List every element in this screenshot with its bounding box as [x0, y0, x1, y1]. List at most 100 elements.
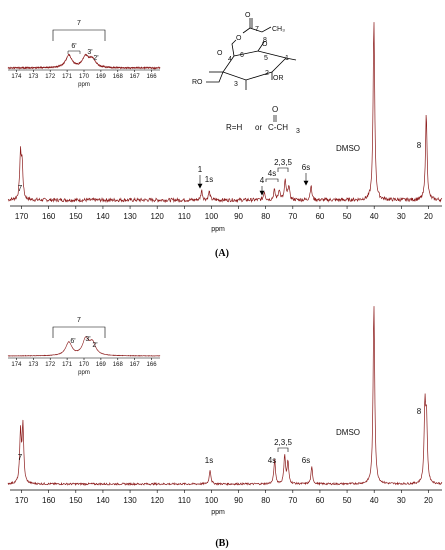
- svg-text:CH₃: CH₃: [272, 26, 285, 33]
- peak-label-dmso-a: DMSO: [336, 144, 360, 153]
- svg-text:O: O: [236, 35, 242, 42]
- peak-markers-a: [197, 167, 309, 196]
- x-b-tick-label-130: 130: [123, 496, 137, 505]
- x-b-tick-label-80: 80: [261, 496, 270, 505]
- x-axis-label-b: ppm: [211, 509, 225, 516]
- spectrum-panel-b: 170 160 150 140 130 120 110 100 90 80 70 60 50 40 30 20…: [7, 306, 443, 549]
- inset-trace-b: [7, 335, 161, 357]
- inset-b-tick-label-166: 166: [147, 362, 158, 368]
- inset-peak-2p-a: 2': [93, 55, 98, 62]
- x-a-tick-label-90: 90: [234, 212, 243, 221]
- inset-peak-2p-b: 2': [92, 342, 97, 349]
- svg-text:6: 6: [240, 52, 244, 59]
- x-a-tick-label-80: 80: [261, 212, 270, 221]
- x-b-tick-label-30: 30: [397, 496, 406, 505]
- x-a-tick-label-20: 20: [424, 212, 433, 221]
- peak-label-7-b: 7: [18, 453, 23, 462]
- x-b-tick-label-170: 170: [15, 496, 29, 505]
- svg-text:O: O: [245, 12, 251, 19]
- x-b-tick-label-160: 160: [42, 496, 56, 505]
- x-a-tick-label-40: 40: [370, 212, 379, 221]
- x-ticks-b: 170 160 150 140 130 120 110 100 90 80 70 60 50 40 30 20: [15, 490, 433, 505]
- peak-label-7-a: 7: [18, 184, 23, 193]
- x-b-tick-label-60: 60: [315, 496, 324, 505]
- x-b-tick-label-40: 40: [370, 496, 379, 505]
- x-ticks-a: 170 160 150 140 130 120 110 100 90 80 70 60 50 40 30 20: [15, 206, 433, 221]
- peak-label-1s-a: 1s: [205, 175, 213, 184]
- inset-b-tick-label-170: 170: [79, 362, 90, 368]
- panel-label-b: (B): [215, 538, 228, 549]
- peak-label-4s-a: 4s: [268, 169, 276, 178]
- inset-peak-3p-b: 3': [85, 336, 90, 343]
- x-a-tick-label-100: 100: [205, 212, 219, 221]
- inset-a-tick-label-166: 166: [147, 74, 158, 80]
- carbonyl-double-bond: [273, 115, 277, 122]
- x-a-tick-label-70: 70: [288, 212, 297, 221]
- inset-peak-6p-b: 6': [70, 338, 75, 345]
- inset-b: 174 173 172 171 170 169 168 167 166 ppm 7 6' 3' …: [7, 317, 161, 376]
- inset-a-tick-label-168: 168: [113, 74, 124, 80]
- inset-b-tick-label-169: 169: [96, 362, 107, 368]
- svg-text:1: 1: [285, 55, 289, 62]
- svg-text:3: 3: [234, 81, 238, 88]
- spectrum-trace-a: [7, 22, 443, 204]
- structure-note-acetyl: C-CH: [268, 123, 288, 132]
- peak-label-235-b: 2,3,5: [274, 438, 292, 447]
- inset-bracket-a: [52, 29, 106, 41]
- svg-text:RO: RO: [192, 79, 203, 86]
- structure-note-r: R=H: [226, 123, 242, 132]
- spectrum-trace-b: [7, 306, 443, 487]
- inset-a-tick-label-174: 174: [11, 74, 22, 80]
- svg-text:O: O: [262, 41, 268, 48]
- x-b-tick-label-20: 20: [424, 496, 433, 505]
- inset-b-tick-label-172: 172: [45, 362, 56, 368]
- svg-text:OR: OR: [273, 75, 284, 82]
- x-b-tick-label-150: 150: [69, 496, 83, 505]
- peak-label-6s-a: 6s: [302, 163, 310, 172]
- inset-ticks-a: 174 173 172 171 170 169 168 167 166: [11, 70, 157, 80]
- inset-xlabel-a: ppm: [78, 82, 90, 88]
- x-a-tick-label-120: 120: [151, 212, 165, 221]
- spectrum-panel-a: 170 160 150 140 130 120 110 100 90 80 70 60 50 40 30 20…: [7, 12, 443, 259]
- svg-text:7: 7: [255, 26, 259, 33]
- x-a-tick-label-160: 160: [42, 212, 56, 221]
- chemical-structure: O O CH₃ O O 4 6 5 7 8 1 2 3 RO OR: [192, 12, 297, 90]
- x-a-tick-label-140: 140: [96, 212, 110, 221]
- inset-b-tick-label-174: 174: [11, 362, 22, 368]
- peak-label-6s-b: 6s: [302, 456, 310, 465]
- x-b-tick-label-120: 120: [151, 496, 165, 505]
- peak-label-dmso-b: DMSO: [336, 428, 360, 437]
- inset-a-tick-label-171: 171: [62, 74, 73, 80]
- x-a-tick-label-170: 170: [15, 212, 29, 221]
- x-axis-label-a: ppm: [211, 226, 225, 233]
- structure-note-subscript: 3: [296, 128, 300, 135]
- x-b-tick-label-90: 90: [234, 496, 243, 505]
- x-a-tick-label-30: 30: [397, 212, 406, 221]
- inset-a-tick-label-170: 170: [79, 74, 90, 80]
- inset-peak-6p-tick-a: [67, 50, 81, 54]
- panel-label-a: (A): [215, 248, 229, 259]
- x-a-tick-label-60: 60: [315, 212, 324, 221]
- x-b-tick-label-70: 70: [288, 496, 297, 505]
- x-a-tick-label-130: 130: [123, 212, 137, 221]
- peak-label-8-a: 8: [417, 141, 422, 150]
- peak-label-1-a: 1: [198, 165, 203, 174]
- x-b-tick-label-50: 50: [343, 496, 352, 505]
- svg-text:2: 2: [265, 70, 269, 77]
- inset-bracket-b: [52, 326, 106, 338]
- structure-note-o: O: [272, 105, 278, 114]
- x-b-tick-label-110: 110: [178, 496, 191, 505]
- bracket-235-b: [277, 447, 289, 452]
- peak-label-1s-b: 1s: [205, 456, 213, 465]
- svg-text:8: 8: [263, 37, 267, 44]
- x-a-tick-label-50: 50: [343, 212, 352, 221]
- peak-label-8-b: 8: [417, 407, 422, 416]
- inset-a-tick-label-169: 169: [96, 74, 107, 80]
- x-a-tick-label-110: 110: [178, 212, 191, 221]
- inset-title-a: 7: [77, 20, 81, 27]
- inset-a-tick-label-173: 173: [28, 74, 39, 80]
- inset-b-tick-label-173: 173: [28, 362, 39, 368]
- x-b-tick-label-100: 100: [205, 496, 219, 505]
- inset-peak-3p-a: 3': [87, 49, 92, 56]
